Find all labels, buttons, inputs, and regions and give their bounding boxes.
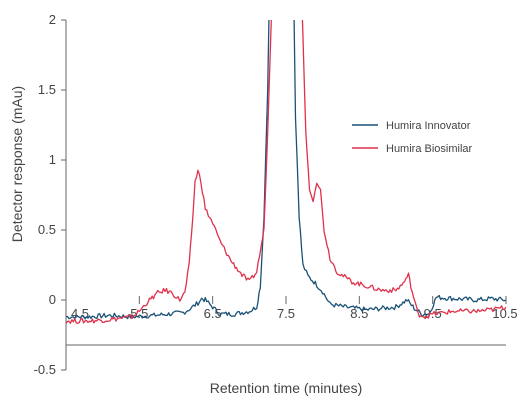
x-tick-label: 7.5: [277, 306, 295, 321]
x-axis-title: Retention time (minutes): [210, 380, 363, 396]
series-line-humira-innovator: [66, 20, 506, 320]
y-axis-title: Detector response (mAu): [9, 86, 25, 242]
x-tick-label: 10.5: [492, 306, 517, 321]
legend-label: Humira Innovator: [386, 120, 471, 132]
y-tick-label: 0: [49, 292, 56, 307]
y-tick-labels: -0.5 0 0.5 1 1.5 2: [34, 12, 66, 377]
x-tick-label: 5.5: [130, 306, 148, 321]
legend: Humira Innovator Humira Biosimilar: [352, 120, 473, 155]
x-tick-label: 6.5: [204, 306, 222, 321]
x-tick-label: 4.5: [71, 306, 89, 321]
y-tick-label: 0.5: [38, 222, 56, 237]
y-tick-label: 1: [49, 152, 56, 167]
y-tick-label: -0.5: [34, 362, 56, 377]
x-tick-label: 8.5: [350, 306, 368, 321]
legend-label: Humira Biosimilar: [386, 143, 473, 155]
y-tick-label: 1.5: [38, 82, 56, 97]
series-line-humira-biosimilar: [66, 20, 506, 324]
y-tick-label: 2: [49, 12, 56, 27]
series-layer: [66, 20, 506, 324]
